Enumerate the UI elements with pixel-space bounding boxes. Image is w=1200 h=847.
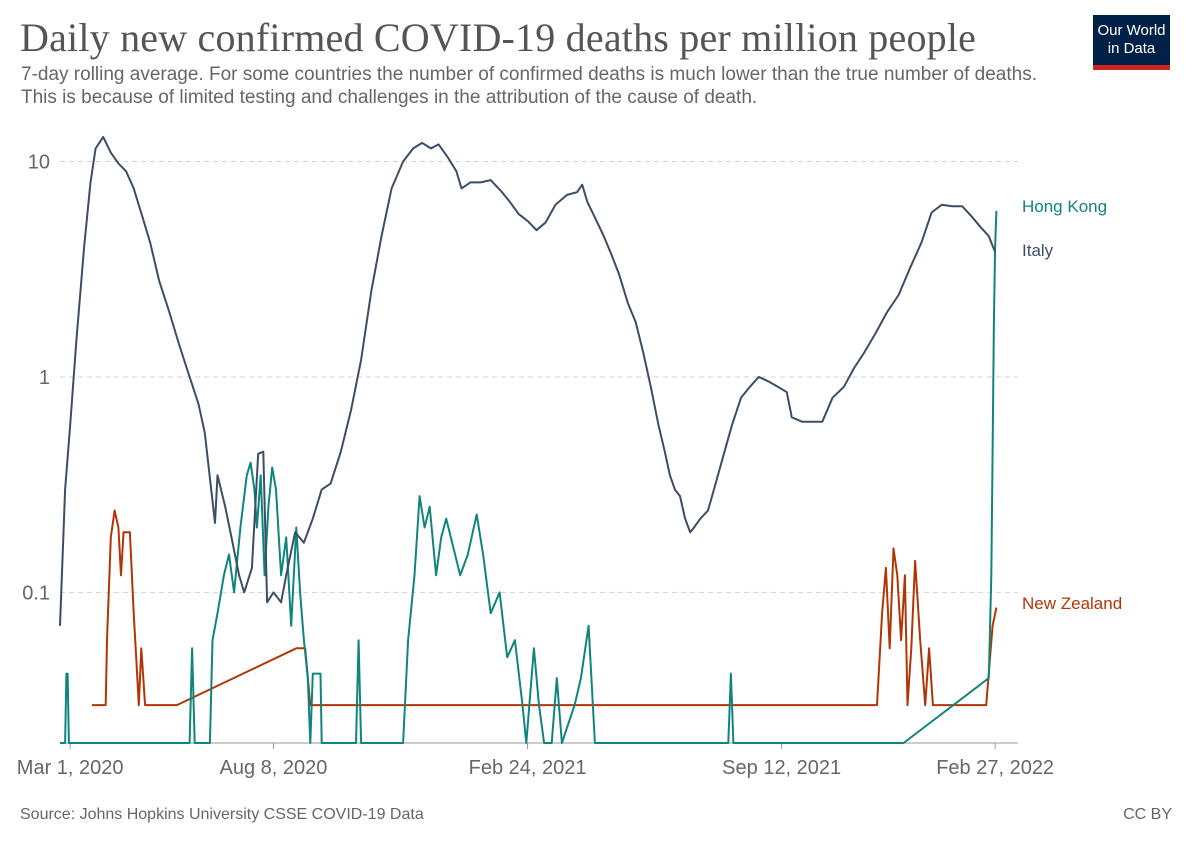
chart-subtitle: 7-day rolling average. For some countrie…	[21, 64, 1037, 108]
logo-accent-bar	[1093, 65, 1170, 70]
source-note: Source: Johns Hopkins University CSSE CO…	[20, 806, 424, 823]
chart-title: Daily new confirmed COVID-19 deaths per …	[20, 15, 977, 60]
series-label-italy: Italy	[1022, 241, 1054, 260]
series-line-italy	[59, 135, 997, 626]
series-label-hong-kong: Hong Kong	[1022, 197, 1107, 216]
x-tick-label: Mar 1, 2020	[17, 757, 124, 779]
series-line-new-zealand	[91, 509, 998, 707]
x-tick-label: Feb 27, 2022	[936, 757, 1054, 779]
x-tick-label: Aug 8, 2020	[220, 757, 328, 779]
y-tick-label: 1	[39, 367, 50, 389]
y-tick-label: 10	[28, 151, 50, 173]
logo-line-2: in Data	[1107, 40, 1156, 57]
x-tick-label: Sep 12, 2021	[722, 757, 841, 779]
series-label-new-zealand: New Zealand	[1022, 594, 1122, 613]
our-world-in-data-logo[interactable]: Our World in Data	[1093, 15, 1170, 70]
series-line-hong-kong	[60, 210, 998, 744]
logo-line-1: Our World	[1097, 22, 1166, 39]
y-tick-label: 0.1	[22, 582, 50, 604]
license-link[interactable]: CC BY	[1123, 806, 1172, 823]
x-tick-label: Feb 24, 2021	[469, 757, 587, 779]
